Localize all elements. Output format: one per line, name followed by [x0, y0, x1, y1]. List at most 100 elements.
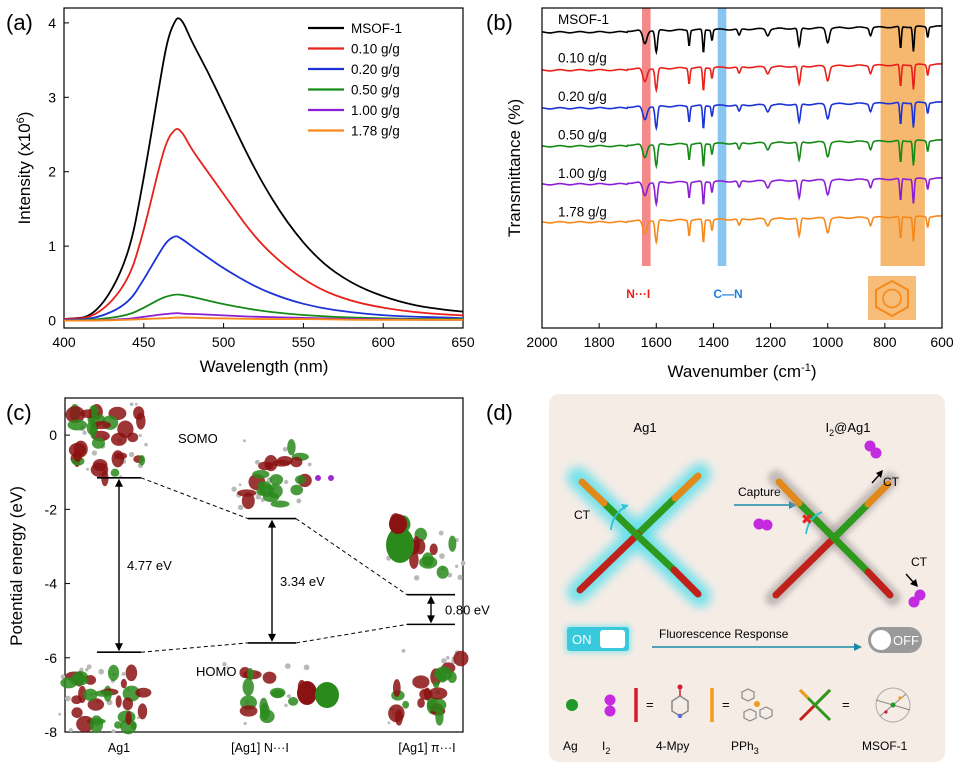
orbital-lobe	[247, 668, 254, 681]
orbital-lobe	[258, 484, 274, 497]
panel-b-series-5	[541, 214, 943, 246]
panel-a-legend-label: 1.00 g/g	[351, 103, 400, 118]
panel-b-series-3	[541, 138, 943, 170]
atom-dot	[454, 564, 459, 568]
orbital-lobe	[262, 671, 277, 684]
panel-c-y-tick-label: -8	[45, 724, 58, 740]
panel-a-y-tick-label: 1	[48, 238, 56, 254]
atom-dot	[111, 729, 116, 734]
4-mpy-molecule-icon	[671, 684, 689, 719]
panel-b-x-tick-label: 1400	[698, 334, 729, 350]
panel-a-x-tick-label: 550	[292, 334, 316, 350]
panel-a-series-5	[63, 316, 463, 322]
panel-a-series-3	[63, 293, 463, 322]
orbital-lobe	[125, 711, 132, 726]
fluorescence-response-label: Fluorescence Response	[659, 627, 789, 641]
atom-dot	[282, 446, 288, 452]
atom-dot	[286, 694, 292, 699]
atom-dot	[79, 667, 84, 672]
orbital-lobe	[137, 703, 148, 720]
n-i-band-label: N···I	[626, 287, 650, 301]
orbital-lobe	[76, 715, 95, 733]
equals-pph3: =	[722, 697, 730, 712]
atom-dot	[438, 530, 444, 536]
orbital-lobe	[92, 458, 108, 472]
atom-dot	[254, 459, 260, 465]
orbital-lobe	[138, 455, 146, 466]
atom-dot	[128, 451, 135, 458]
orbital-lobe	[402, 700, 410, 709]
orbital-lobe	[69, 674, 89, 686]
i2-ag1-cross	[765, 470, 901, 606]
orbital-lobe	[428, 687, 448, 700]
c-n-band-label: C—N	[713, 287, 742, 301]
title-ag1: Ag1	[633, 420, 656, 435]
atom-dot	[58, 712, 62, 716]
orbital-lobe	[266, 462, 274, 470]
atom-dot	[307, 462, 312, 467]
ct-label-right-top: CT	[883, 475, 900, 489]
atom-dot	[226, 666, 230, 669]
ct-arrow-bottom	[905, 573, 915, 584]
iodine-atom-icon	[328, 475, 334, 481]
panel-a-y-tick-label: 4	[48, 15, 56, 31]
orbital-lobe	[436, 565, 449, 579]
ct-arrow-bottom-head-icon	[910, 579, 918, 587]
panel-a-x-label: Wavelength (nm)	[200, 357, 329, 376]
panel-a-x-tick-label: 600	[372, 334, 396, 350]
atom-dot	[445, 655, 450, 660]
orbital-lobe	[114, 721, 123, 729]
column-label: [Ag1] π···I	[398, 741, 455, 755]
atom-dot	[387, 721, 391, 725]
off-switch: OFF	[868, 627, 922, 653]
gap-arrow-up-icon	[427, 595, 435, 604]
orbital-lobe	[125, 664, 138, 682]
gap-arrow-down-icon	[115, 643, 123, 652]
orbital-lobe	[83, 688, 98, 701]
panel-b-x-tick-label: 1200	[755, 334, 786, 350]
legend-msof-1: MSOF-1	[862, 739, 908, 753]
panel-a-y-label: Intensity (x106)	[15, 112, 34, 225]
fluorescence-arrow-head-icon	[854, 643, 862, 651]
gap-arrow-down-icon	[268, 633, 276, 642]
panel-a-series-2	[63, 235, 464, 321]
orbital-lobe	[288, 697, 299, 706]
atom-dot	[457, 574, 463, 581]
panel-c: (c) 0 -2 -4 -6 -8 4.77 eV Ag1 3.34 eV [Ag1] N··…	[6, 397, 490, 755]
atom-dot	[441, 658, 447, 664]
gap-arrow-down-icon	[427, 615, 435, 624]
homo-iodine-lobe	[315, 682, 339, 708]
atom-dot	[242, 439, 246, 443]
homo-orbital-pi-i	[387, 648, 469, 726]
benzene-band	[880, 8, 925, 266]
orbital-lobe	[453, 650, 469, 667]
panel-b-x-tick-label: 600	[930, 334, 954, 350]
orbital-lobe	[135, 687, 152, 698]
column-label: [Ag1] N···I	[231, 741, 289, 755]
ct-label-left: CT	[574, 508, 591, 522]
atom-dot	[460, 560, 466, 566]
legend-i2: I2	[602, 739, 610, 756]
panel-c-y-tick-label: -6	[45, 650, 58, 666]
benzene-ring-icon	[868, 276, 916, 320]
atom-dot	[439, 553, 445, 559]
orbital-lobe	[417, 698, 425, 708]
atom-dot	[414, 575, 420, 581]
orbital-lobe	[107, 664, 120, 682]
panel-c-y-tick-label: -4	[45, 576, 58, 592]
panel-a-x-tick-label: 400	[52, 334, 76, 350]
orbital-lobe	[89, 421, 97, 439]
panel-a-legend-label: MSOF-1	[351, 21, 402, 36]
atom-dot	[243, 721, 247, 726]
homo-connector	[140, 642, 249, 653]
panel-b-series-label: MSOF-1	[558, 12, 609, 27]
orbital-lobe	[122, 697, 133, 711]
msof-1-molecule-icon	[875, 687, 911, 723]
somo-orbital-ag1	[65, 402, 148, 487]
panel-b-x-tick-label: 1600	[641, 334, 672, 350]
panel-b-series-label: 1.78 g/g	[558, 205, 607, 220]
atom-dot	[136, 716, 140, 720]
orbital-lobe	[287, 439, 296, 456]
column-label: Ag1	[108, 741, 130, 755]
ag-atom-icon	[566, 699, 578, 711]
